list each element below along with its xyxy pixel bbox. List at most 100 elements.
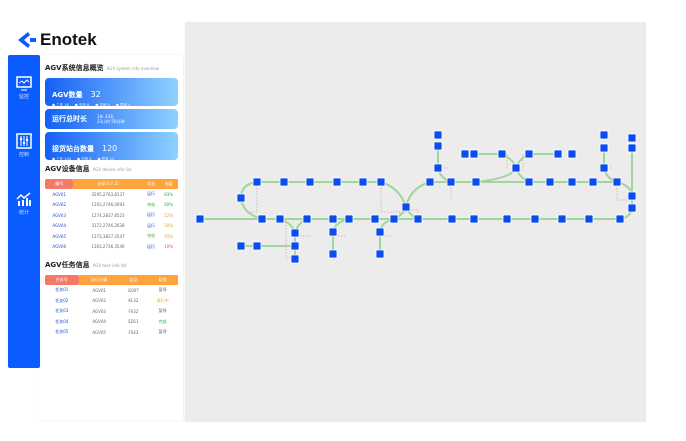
map-node[interactable] [257,214,267,224]
map-node[interactable] [567,149,577,159]
map-node[interactable] [425,177,435,187]
map-node[interactable] [376,177,386,187]
table-cell: SD11 [128,319,139,325]
agv-map[interactable] [185,22,646,422]
table-row[interactable]: AGV05 1273,3827,3547 充电 45% [45,231,178,242]
column-header[interactable]: 状态 [142,179,160,189]
map-node[interactable] [511,163,521,173]
map-node[interactable] [557,214,567,224]
map-node[interactable] [446,177,456,187]
map-path [616,181,633,220]
map-node[interactable] [433,163,443,173]
table-row[interactable]: 任务01 AGV01 G007 暂停 [45,285,178,296]
map-node[interactable] [502,214,512,224]
sidebar-item-stats[interactable]: 统计 [8,177,40,229]
map-node[interactable] [553,149,563,159]
stations-card: 接货站台数量 120 ● 工作 100 ● 空闲 8 ● 异常 12 [45,132,178,161]
table-row[interactable]: 任务03 AGV03 F032 暂停 [45,306,178,317]
map-node[interactable] [275,214,285,224]
map-node[interactable] [290,241,300,251]
table-row[interactable]: AGV04 3172,2746,2638 运行 50% [45,221,178,232]
map-node[interactable] [469,214,479,224]
map-node[interactable] [236,193,246,203]
map-node[interactable] [252,241,262,251]
info-panel: AGV系统信息概览 AGV system info overview AGV数量 3… [40,55,183,420]
map-node[interactable] [627,203,637,213]
map-node[interactable] [615,214,625,224]
column-header[interactable]: 状态 [147,275,178,285]
brand-name: Enotek [40,30,97,49]
map-node[interactable] [469,149,479,159]
table-cell: AGV01 [52,191,66,197]
map-node[interactable] [236,241,246,251]
map-node[interactable] [328,227,338,237]
map-node[interactable] [599,143,609,153]
column-header[interactable]: 站点 [119,275,148,285]
map-node[interactable] [195,214,205,224]
table-cell: AGV01 [92,287,106,293]
column-header[interactable]: 任务号 [45,275,79,285]
table-cell: 50% [164,223,174,229]
map-node[interactable] [302,214,312,224]
map-node[interactable] [401,202,411,212]
agv-count-card: AGV数量 32 ● 工作 16 ● 充电 8 ● 空闲 4 ● 异常 4 [45,78,178,107]
map-node[interactable] [599,163,609,173]
map-node[interactable] [584,214,594,224]
map-node[interactable] [370,214,380,224]
guide-path [380,182,406,213]
map-node[interactable] [627,143,637,153]
map-node[interactable] [447,214,457,224]
sidebar-item-monitor[interactable]: 监控 [8,61,40,113]
guide-path [616,182,628,201]
guide-path [245,182,258,213]
table-cell: 45% [164,233,174,239]
map-node[interactable] [332,177,342,187]
table-cell: 1274,2837,8523 [91,212,125,218]
column-header[interactable]: 编号 [45,179,74,189]
map-node[interactable] [627,133,637,143]
map-node[interactable] [290,254,300,264]
map-node[interactable] [627,191,637,201]
table-cell: KL32 [128,298,139,304]
table-row[interactable]: 任务04 AGV04 SD11 完成 [45,317,178,328]
sidebar-item-control[interactable]: 控制 [8,119,40,171]
map-node[interactable] [375,249,385,259]
map-node[interactable] [524,149,534,159]
map-node[interactable] [328,214,338,224]
column-header[interactable]: 坐标(X,Y,Z) [73,179,143,189]
map-node[interactable] [530,214,540,224]
map-node[interactable] [567,177,577,187]
table-cell: 1303,2736,3549 [91,244,125,250]
table-row[interactable]: AGV03 1274,2837,8523 运行 52% [45,210,178,221]
map-node[interactable] [497,149,507,159]
map-node[interactable] [305,177,315,187]
map-node[interactable] [413,214,423,224]
map-node[interactable] [290,228,300,238]
table-cell: 任务05 [55,329,69,335]
map-node[interactable] [588,177,598,187]
table-cell: AGV04 [92,319,106,325]
column-header[interactable]: 电量 [159,179,178,189]
map-node[interactable] [358,177,368,187]
table-row[interactable]: 任务05 AGV05 FS43 暂停 [45,327,178,338]
map-node[interactable] [612,177,622,187]
map-node[interactable] [433,130,443,140]
map-node[interactable] [471,177,481,187]
column-header[interactable]: 执行车辆 [78,275,120,285]
table-row[interactable]: AGV02 1203,2746,0093 充电 60% [45,200,178,211]
map-node[interactable] [545,177,555,187]
table-row[interactable]: AGV06 1303,2736,3549 运行 10% [45,242,178,253]
map-node[interactable] [279,177,289,187]
table-row[interactable]: 任务02 AGV02 KL32 进行中 [45,296,178,307]
map-node[interactable] [344,214,354,224]
map-node[interactable] [599,130,609,140]
map-node[interactable] [460,149,470,159]
map-node[interactable] [328,249,338,259]
map-node[interactable] [433,141,443,151]
map-node[interactable] [524,177,534,187]
map-node[interactable] [389,214,399,224]
task-table: 任务号 执行车辆 站点 状态 任务01 AGV01 G007 暂停 任务02 AGV02 KL32 进… [45,275,178,338]
map-node[interactable] [252,177,262,187]
table-row[interactable]: AGV01 3295,2763,8137 运行 83% [45,189,178,200]
map-node[interactable] [375,227,385,237]
